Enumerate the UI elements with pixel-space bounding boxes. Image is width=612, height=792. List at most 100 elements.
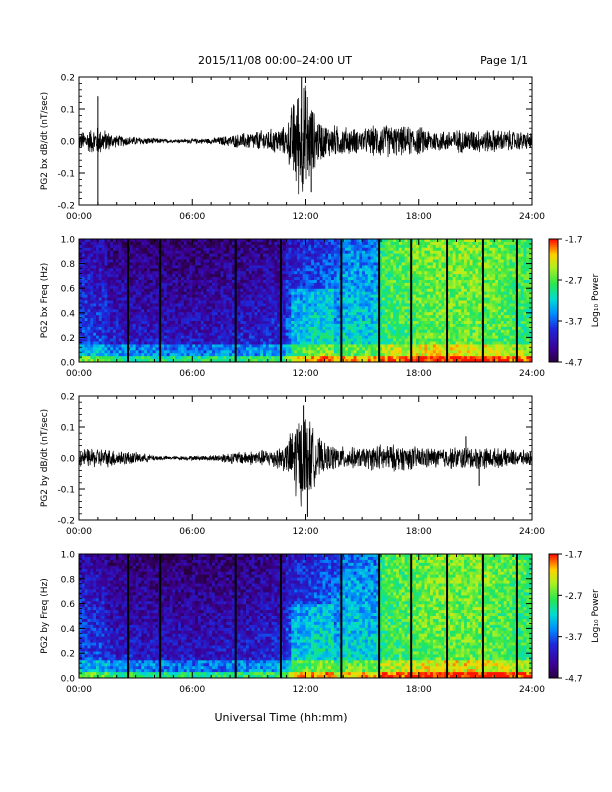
spectrogram-cell <box>384 288 388 293</box>
spectrogram-cell <box>141 274 145 278</box>
spectrogram-cell <box>257 356 261 360</box>
spectrogram-cell <box>118 282 122 287</box>
spectrogram-cell <box>322 265 326 269</box>
spectrogram-cell <box>260 274 264 278</box>
spectrogram-cell <box>169 359 173 363</box>
spectrogram-cell <box>404 359 408 363</box>
spectrogram-cell <box>248 239 253 243</box>
spectrogram-cell <box>197 297 202 301</box>
spectrogram-cell <box>121 294 125 298</box>
spectrogram-cell <box>376 256 380 260</box>
spectrogram-cell <box>350 265 355 269</box>
spectrogram-cell <box>93 350 97 354</box>
spectrogram-cell <box>220 271 224 275</box>
spectrogram-cell <box>206 262 210 266</box>
spectrogram-cell <box>396 300 400 304</box>
spectrogram-cell <box>322 253 326 257</box>
spectrogram-cell <box>299 247 304 252</box>
spectrogram-cell <box>178 318 182 322</box>
spectrogram-cell <box>144 347 148 351</box>
spectrogram-cell <box>359 280 363 284</box>
spectrogram-cell <box>226 277 230 281</box>
spectrogram-cell <box>138 315 142 319</box>
spectrogram-cell <box>254 282 258 287</box>
spectrogram-cell <box>347 239 352 243</box>
spectrogram-cell <box>288 297 292 301</box>
spectrogram-cell <box>129 250 134 255</box>
spectrogram-cell <box>319 321 323 325</box>
spectrogram-cell <box>229 300 233 304</box>
spectrogram-cell <box>367 321 372 325</box>
spectrogram-cell <box>398 347 403 351</box>
spectrogram-cell <box>328 321 332 325</box>
spectrogram-cell <box>169 239 173 243</box>
spectrogram-cell <box>271 306 275 310</box>
spectrogram-cell <box>316 294 321 298</box>
spectrogram-cell <box>393 338 397 342</box>
spectrogram-cell <box>243 315 247 319</box>
spectrogram-cell <box>189 335 193 339</box>
spectrogram-cell <box>282 347 287 351</box>
spectrogram-cell <box>336 250 340 255</box>
spectrogram-cell <box>347 321 352 325</box>
spectrogram-cell <box>223 356 227 360</box>
spectrogram-cell <box>396 353 400 357</box>
spectrogram-cell <box>367 277 372 281</box>
spectrogram-cell <box>107 250 111 255</box>
spectrogram-cell <box>336 259 340 263</box>
spectrogram-cell <box>121 306 125 310</box>
spectrogram-cell <box>367 309 372 313</box>
spectrogram-cell <box>254 318 258 322</box>
spectrogram-cell <box>268 356 272 360</box>
spectrogram-cell <box>274 291 278 296</box>
spectrogram-cell <box>220 268 224 272</box>
spectrogram-cell <box>265 294 270 298</box>
spectrogram-cell <box>152 303 156 307</box>
spectrogram-cell <box>226 335 230 339</box>
spectrogram-cell <box>285 300 289 304</box>
spectrogram-cell <box>359 309 363 313</box>
spectrogram-cell <box>246 277 250 281</box>
spectrogram-cell <box>370 277 374 281</box>
spectrogram-cell <box>379 262 383 266</box>
spectrogram-cell <box>144 323 148 328</box>
spectrogram-cell <box>141 300 145 304</box>
spectrogram-cell <box>362 247 366 252</box>
spectrogram-cell <box>311 329 315 334</box>
spectrogram-cell <box>313 359 318 363</box>
spectrogram-cell <box>169 285 173 290</box>
spectrogram-cell <box>95 306 100 310</box>
spectrogram-cell <box>124 356 128 360</box>
spectrogram-cell <box>362 282 366 287</box>
spectrogram-cell <box>362 356 366 360</box>
spectrogram-cell <box>240 259 244 263</box>
spectrogram-cell <box>178 256 182 260</box>
spectrogram-cell <box>152 262 156 266</box>
spectrogram-cell <box>124 350 128 354</box>
spectrogram-cell <box>311 241 315 246</box>
spectrogram-cell <box>107 323 111 328</box>
spectrogram-cell <box>305 271 309 275</box>
spectrogram-cell <box>379 329 383 334</box>
spectrogram-cell <box>345 271 349 275</box>
spectrogram-cell <box>350 347 355 351</box>
spectrogram-cell <box>282 241 287 246</box>
spectrogram-cell <box>231 318 236 322</box>
spectrogram-cell <box>149 356 154 360</box>
spectrogram-cell <box>209 350 213 354</box>
spectrogram-cell <box>297 256 301 260</box>
spectrogram-cell <box>387 335 391 339</box>
spectrogram-cell <box>178 274 182 278</box>
spectrogram-cell <box>195 318 199 322</box>
spectrogram-cell <box>379 356 383 360</box>
spectrogram-cell <box>260 297 264 301</box>
spectrogram-cell <box>364 347 369 351</box>
spectrogram-cell <box>359 262 363 266</box>
spectrogram-cell <box>299 297 304 301</box>
spectrogram-cell <box>212 306 216 310</box>
spectrogram-cell <box>149 315 154 319</box>
spectrogram-cell <box>212 262 216 266</box>
spectrogram-cell <box>223 318 227 322</box>
spectrogram-cell <box>350 280 355 284</box>
spectrogram-cell <box>257 329 261 334</box>
